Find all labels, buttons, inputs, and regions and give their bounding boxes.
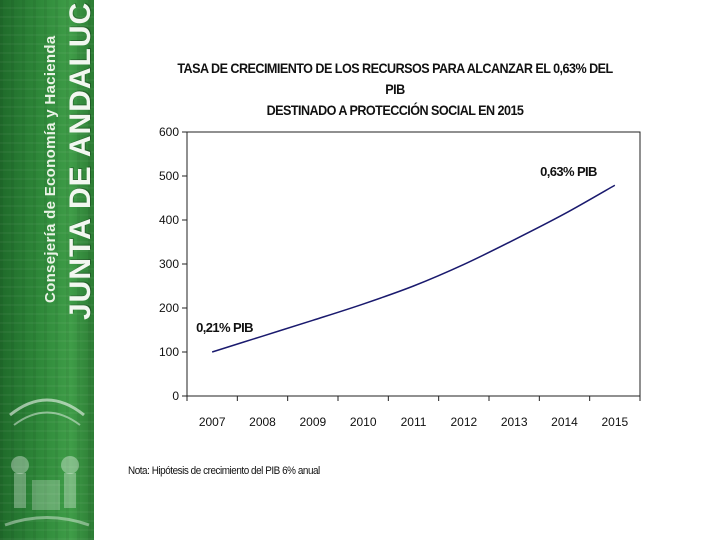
- y-tick-label: 100: [159, 345, 179, 359]
- x-axis-ticks: 2007 2008 2009 2010 2011 2012 2013 2014 2015: [186, 396, 641, 429]
- x-tick-label: 2009: [299, 415, 326, 429]
- y-tick-label: 300: [159, 257, 179, 271]
- coat-of-arms-icon: [4, 398, 90, 527]
- x-tick-label: 2014: [551, 415, 578, 429]
- annotation-layer: 0,21% PIB 0,63% PIB: [196, 164, 597, 335]
- x-tick-label: 2012: [450, 415, 477, 429]
- data-label: 0,63% PIB: [540, 164, 597, 179]
- y-tick-label: 200: [159, 301, 179, 315]
- y-tick-label: 500: [159, 169, 179, 183]
- chart-title-block: TASA DE CRECIMIENTO DE LOS RECURSOS PARA…: [175, 58, 616, 121]
- footnote: Nota: Hipótesis de crecimiento del PIB 6…: [128, 465, 320, 477]
- sidebar-pattern: [0, 0, 94, 540]
- series-line: [211, 184, 616, 353]
- series-layer: [211, 184, 616, 353]
- x-tick-label: 2013: [501, 415, 528, 429]
- x-tick-label: 2015: [601, 415, 628, 429]
- x-tick-label: 2007: [199, 415, 226, 429]
- y-tick-label: 0: [172, 389, 179, 403]
- x-tick-label: 2010: [350, 415, 377, 429]
- y-tick-label: 600: [159, 125, 179, 139]
- data-label: 0,21% PIB: [196, 320, 253, 335]
- y-axis-ticks: 0 100 200 300 400 500 600: [159, 125, 187, 403]
- y-tick-label: 400: [159, 213, 179, 227]
- sidebar-banner: JUNTA DE ANDALUCIA Consejería de Economí…: [0, 0, 94, 540]
- chart-title: TASA DE CRECIMIENTO DE LOS RECURSOS PARA…: [177, 60, 613, 97]
- x-tick-label: 2011: [401, 415, 427, 429]
- x-tick-label: 2008: [249, 415, 276, 429]
- chart-subtitle: DESTINADO A PROTECCIÓN SOCIAL EN 2015: [266, 102, 524, 118]
